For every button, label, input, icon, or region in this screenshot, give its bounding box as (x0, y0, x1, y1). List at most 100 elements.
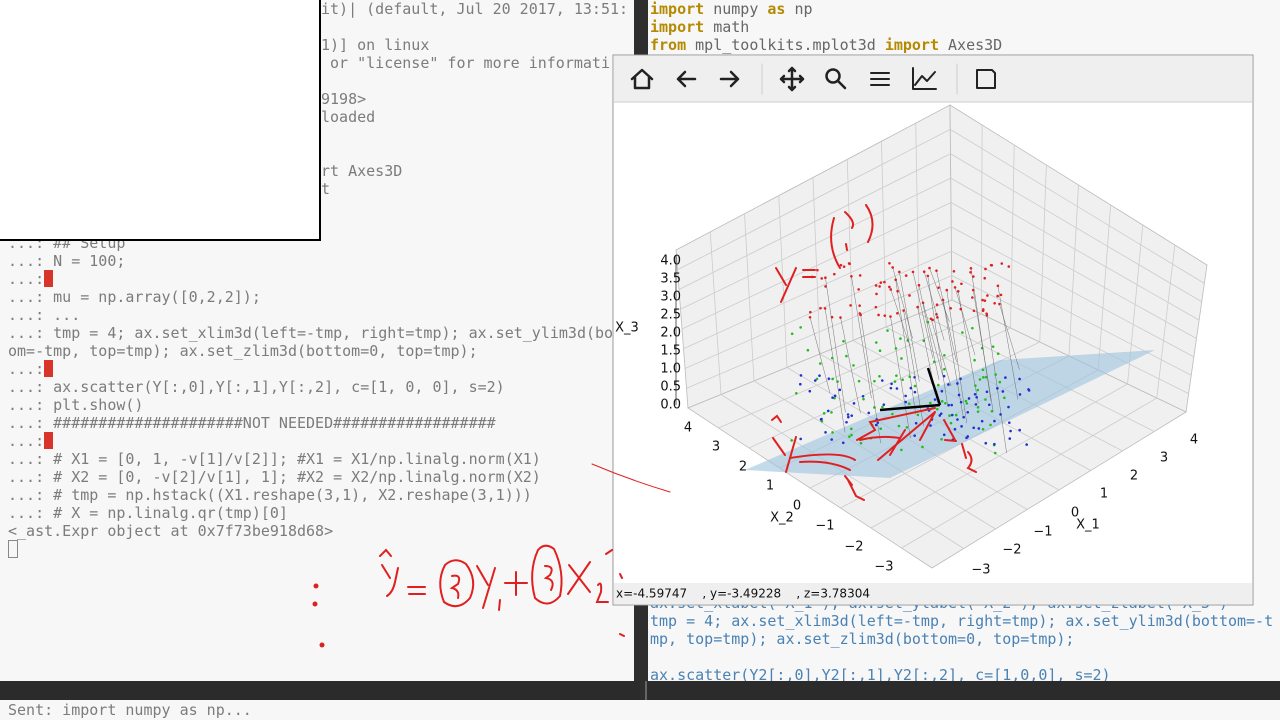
scatter-point (1001, 390, 1005, 393)
scatter-point (904, 394, 907, 398)
scatter-point (847, 415, 850, 419)
scatter-point (877, 313, 880, 317)
scatter-point (841, 441, 845, 445)
scatter-point (799, 382, 802, 386)
x2-tick-label: 3 (712, 440, 720, 455)
scatter-point (873, 379, 876, 383)
scatter-point (826, 409, 830, 413)
scatter-point (989, 423, 992, 427)
x1-tick-label: 3 (1160, 451, 1168, 466)
scatter-point (996, 284, 1000, 288)
scatter-point (833, 396, 836, 400)
configure-button[interactable] (870, 72, 890, 86)
scatter-point (993, 302, 996, 305)
x1-tick-label: 0 (1071, 506, 1079, 521)
scatter-point (950, 403, 954, 407)
scatter-point (978, 378, 982, 381)
code-text: Axes3D (939, 36, 1003, 54)
code-text: mpl_toolkits.mplot3d (686, 36, 885, 54)
scatter-point (971, 288, 975, 292)
scatter-point (839, 316, 842, 319)
scatter-point (1004, 376, 1007, 379)
scatter-point (824, 276, 827, 280)
scatter-point (945, 288, 949, 292)
projection-line (892, 267, 913, 339)
scatter-point (914, 421, 918, 425)
x1-tick-label: 1 (1100, 487, 1108, 502)
code-line: tmp = 4; ax.set_xlim3d(left=-tmp, right=… (650, 612, 1274, 630)
scatter-point (850, 414, 854, 417)
scatter-point (881, 405, 884, 409)
scatter-point (952, 269, 956, 273)
code-text: math (704, 18, 750, 36)
grid-line (950, 153, 1202, 303)
scatter-point (926, 274, 930, 278)
scatter-point (911, 270, 915, 274)
scatter-point (974, 403, 978, 406)
scatter-point (874, 423, 878, 427)
console-line: ...: ... (8, 306, 81, 324)
scatter-point (899, 337, 902, 340)
scatter-point (996, 352, 1000, 356)
scatter-point (984, 375, 988, 379)
scatter-point (1027, 388, 1030, 391)
scatter-point (999, 413, 1002, 416)
pan-button[interactable] (779, 66, 805, 92)
z-tick-label: 3.5 (660, 272, 681, 287)
scatter-point (897, 424, 901, 428)
scatter-point (890, 382, 893, 386)
scatter-point (949, 306, 952, 310)
blank-window (0, 0, 321, 241)
scatter-point (937, 383, 940, 387)
scatter-point (943, 353, 946, 357)
scatter-point (954, 413, 958, 417)
console-line: ...: (8, 432, 54, 450)
projection-line (930, 318, 952, 387)
console-text: t (321, 180, 331, 198)
scatter-point (929, 401, 932, 405)
z-tick-label: 3.0 (660, 290, 681, 305)
edit-axes-button[interactable] (912, 67, 937, 90)
cursor (8, 540, 18, 558)
grid-line (881, 141, 887, 328)
scatter-point (861, 394, 865, 398)
back-button[interactable] (676, 70, 697, 88)
x2-axis-label: X_2 (770, 511, 794, 526)
z-tick-label: 0.0 (660, 398, 681, 413)
scatter-point (935, 303, 939, 306)
console-line: ...: tmp = 4; ax.set_xlim3d(left=-tmp, r… (8, 324, 614, 342)
scatter-point (962, 415, 965, 419)
cursor-coordinates: x=-4.59747 , y=-3.49228 , z=3.78304 (616, 587, 870, 601)
scatter-point (831, 377, 834, 381)
scatter-point (904, 400, 908, 404)
grid-line (950, 177, 1200, 321)
code-line: mp, top=tmp); ax.set_zlim3d(bottom=0, to… (650, 630, 1075, 648)
basis-vector (879, 367, 942, 412)
scatter-point (1007, 405, 1010, 409)
scatter-point (984, 441, 988, 445)
scatter-point (820, 277, 824, 280)
home-button[interactable] (630, 68, 654, 90)
scatter-point (939, 412, 943, 415)
console-line: om=-tmp, top=tmp); ax.set_zlim3d(bottom=… (8, 342, 478, 360)
scatter-point (967, 397, 971, 400)
scatter-point (916, 413, 920, 417)
projection-line (825, 277, 846, 413)
scatter-point (948, 414, 951, 417)
scatter-point (913, 390, 917, 394)
keyword: as (767, 0, 786, 18)
scatter-point (839, 263, 843, 267)
scatter-point (842, 339, 845, 343)
scatter-point (883, 280, 886, 284)
scatter-point (809, 310, 812, 314)
zoom-button[interactable] (825, 68, 847, 90)
scatter-point (947, 403, 951, 407)
scatter-point (830, 356, 834, 360)
save-button[interactable] (976, 69, 996, 89)
forward-button[interactable] (719, 70, 740, 88)
scatter-point (965, 436, 968, 440)
z-tick-label: 4.0 (660, 254, 681, 269)
scatter-point (972, 309, 976, 313)
projection-line (851, 276, 872, 399)
